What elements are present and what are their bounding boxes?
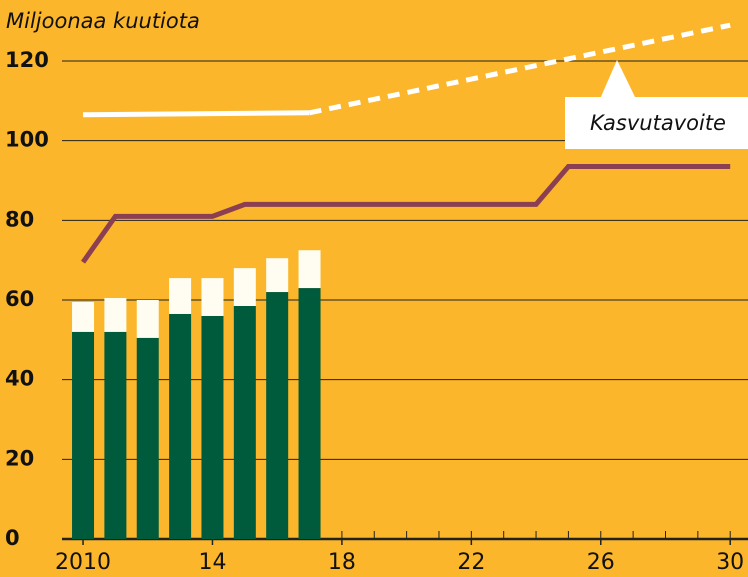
x-tick-label: 14: [198, 550, 226, 575]
y-tick-label: 60: [5, 287, 34, 311]
bar-segment: [201, 315, 224, 539]
y-tick-label: 100: [5, 128, 49, 152]
bar-segment: [136, 300, 159, 338]
x-tick-label: 22: [457, 550, 485, 575]
bar-segment: [298, 250, 321, 289]
x-tick-label: 26: [587, 550, 615, 575]
bar-segment: [266, 292, 289, 539]
annotation-box: [565, 97, 748, 149]
bar-segment: [233, 305, 256, 539]
bar-segment: [298, 288, 321, 539]
x-tick-label: 30: [716, 550, 744, 575]
y-tick-label: 20: [5, 446, 34, 470]
line: [309, 22, 731, 116]
bar-segment: [72, 301, 95, 332]
bar-segment: [201, 278, 224, 316]
x-tick-label: 2010: [55, 550, 111, 575]
y-tick-label: 0: [5, 526, 20, 550]
annotation-pointer: [600, 60, 636, 99]
bar-segment: [104, 331, 127, 539]
chart-title: Miljoonaa kuutiota: [6, 9, 200, 33]
bar-segment: [136, 337, 159, 539]
bar-segment: [169, 278, 192, 314]
bar-segment: [104, 298, 127, 332]
line: [83, 110, 310, 118]
x-tick-label: 18: [328, 550, 356, 575]
bar-segment: [72, 331, 95, 539]
y-tick-label: 40: [5, 367, 34, 391]
bar-segment: [233, 268, 256, 306]
bar-segment: [266, 258, 289, 293]
annotation-label: Kasvutavoite: [590, 111, 726, 135]
line: [80, 164, 731, 264]
y-tick-label: 120: [5, 48, 49, 72]
bar-segment: [169, 313, 192, 539]
y-tick-label: 80: [5, 207, 34, 231]
